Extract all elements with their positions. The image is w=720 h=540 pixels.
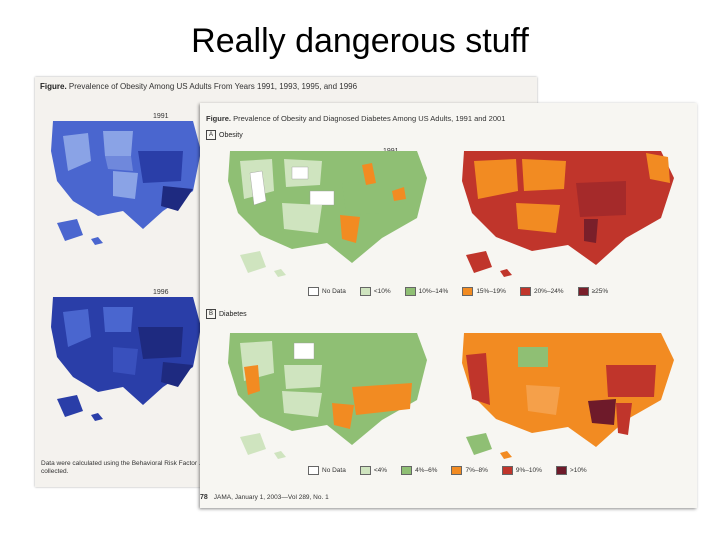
us-map-shape [51,121,201,229]
legend-swatch [404,287,416,296]
back-year-bottom: 1996 [153,289,169,296]
panel-a-letter: A [206,130,216,140]
alaska-shape [466,251,492,273]
legend-label: >10% [569,467,587,474]
footer-journal-citation: JAMA, January 1, 2003—Vol 289, No. 1 [213,494,329,501]
legend-label: <10% [373,288,391,295]
diabetes-1991-map [228,333,427,459]
footer-page-number: 78 [200,494,208,501]
front-figure-title: Figure. Prevalence of Obesity and Diagno… [206,114,505,123]
legend-item: 4%–6% [401,466,437,475]
legend-item: No Data [308,466,346,475]
legend-swatch [577,287,589,296]
legend-label: 15%–19% [476,288,506,295]
obesity-legend: No Data <10% 10%–14% 15%–19% 20%–24% ≥25… [308,287,608,296]
panel-a-name: Obesity [219,131,243,139]
legend-item: <10% [359,287,391,296]
hawaii-shape [274,269,286,277]
legend-swatch [555,466,567,475]
panel-a-label: A Obesity [206,130,243,140]
hawaii-shape [274,451,286,459]
front-figure-title-text: Prevalence of Obesity and Diagnosed Diab… [231,114,506,123]
legend-label: 20%–24% [533,288,564,295]
obesity-1991-map [228,151,427,277]
us-map-shape [462,333,674,447]
obesity-2001-map [462,151,674,277]
legend-item: 15%–19% [462,287,506,296]
legend-swatch [359,466,371,475]
legend-swatch [451,466,463,475]
legend-swatch [308,466,319,475]
legend-label: No Data [322,288,346,295]
legend-item: 10%–14% [404,287,449,296]
legend-label: ≥25% [591,288,609,295]
alaska-shape [240,433,266,455]
back-map-top [51,121,201,245]
legend-swatch [308,287,319,296]
us-map-shape [228,333,427,445]
alaska-shape [240,251,266,273]
front-figure-page: Figure. Prevalence of Obesity and Diagno… [200,103,697,508]
back-year-top: 1991 [153,113,169,120]
legend-label: 9%–10% [515,467,542,474]
back-figure-title-text: Prevalence of Obesity Among US Adults Fr… [66,82,358,91]
legend-label: 10%–14% [418,288,449,295]
front-figure-title-bold: Figure. [206,114,232,123]
back-figure-title: Figure. Prevalence of Obesity Among US A… [40,82,357,91]
legend-item: <4% [359,466,388,475]
legend-label: 7%–8% [465,467,488,474]
panel-b-name: Diabetes [219,310,247,318]
journal-footer: 78 JAMA, January 1, 2003—Vol 289, No. 1 [200,494,329,501]
back-map-bottom [51,297,201,421]
hawaii-shape [91,237,103,245]
legend-swatch [359,287,371,296]
us-map-shape [228,151,427,263]
legend-swatch [401,466,413,475]
back-figure-footnote: Data were calculated using the Behaviora… [41,460,216,475]
hawaii-shape [500,269,512,277]
diabetes-2001-map [462,333,674,459]
hawaii-shape [500,451,512,459]
legend-swatch [519,287,531,296]
legend-item: 20%–24% [519,287,564,296]
slide-title: Really dangerous stuff [191,22,529,60]
panel-b-letter: B [206,309,216,319]
hawaii-shape [91,413,103,421]
us-map-shape [462,151,674,265]
us-map-shape [51,297,201,405]
legend-label: 4%–6% [415,467,438,474]
legend-swatch [501,466,513,475]
back-figure-title-bold: Figure. [40,82,67,91]
legend-item: ≥25% [577,287,609,296]
legend-item: No Data [308,287,346,296]
alaska-shape [57,219,83,241]
legend-item: 7%–8% [451,466,488,475]
alaska-shape [57,395,83,417]
panel-b-label: B Diabetes [206,309,247,319]
diabetes-legend: No Data <4% 4%–6% 7%–8% 9%–10% >10% [308,466,587,475]
legend-label: <4% [373,467,388,474]
legend-item: >10% [555,466,587,475]
legend-swatch [462,287,474,296]
legend-item: 9%–10% [501,466,542,475]
legend-label: No Data [322,467,346,474]
alaska-shape [466,433,492,455]
